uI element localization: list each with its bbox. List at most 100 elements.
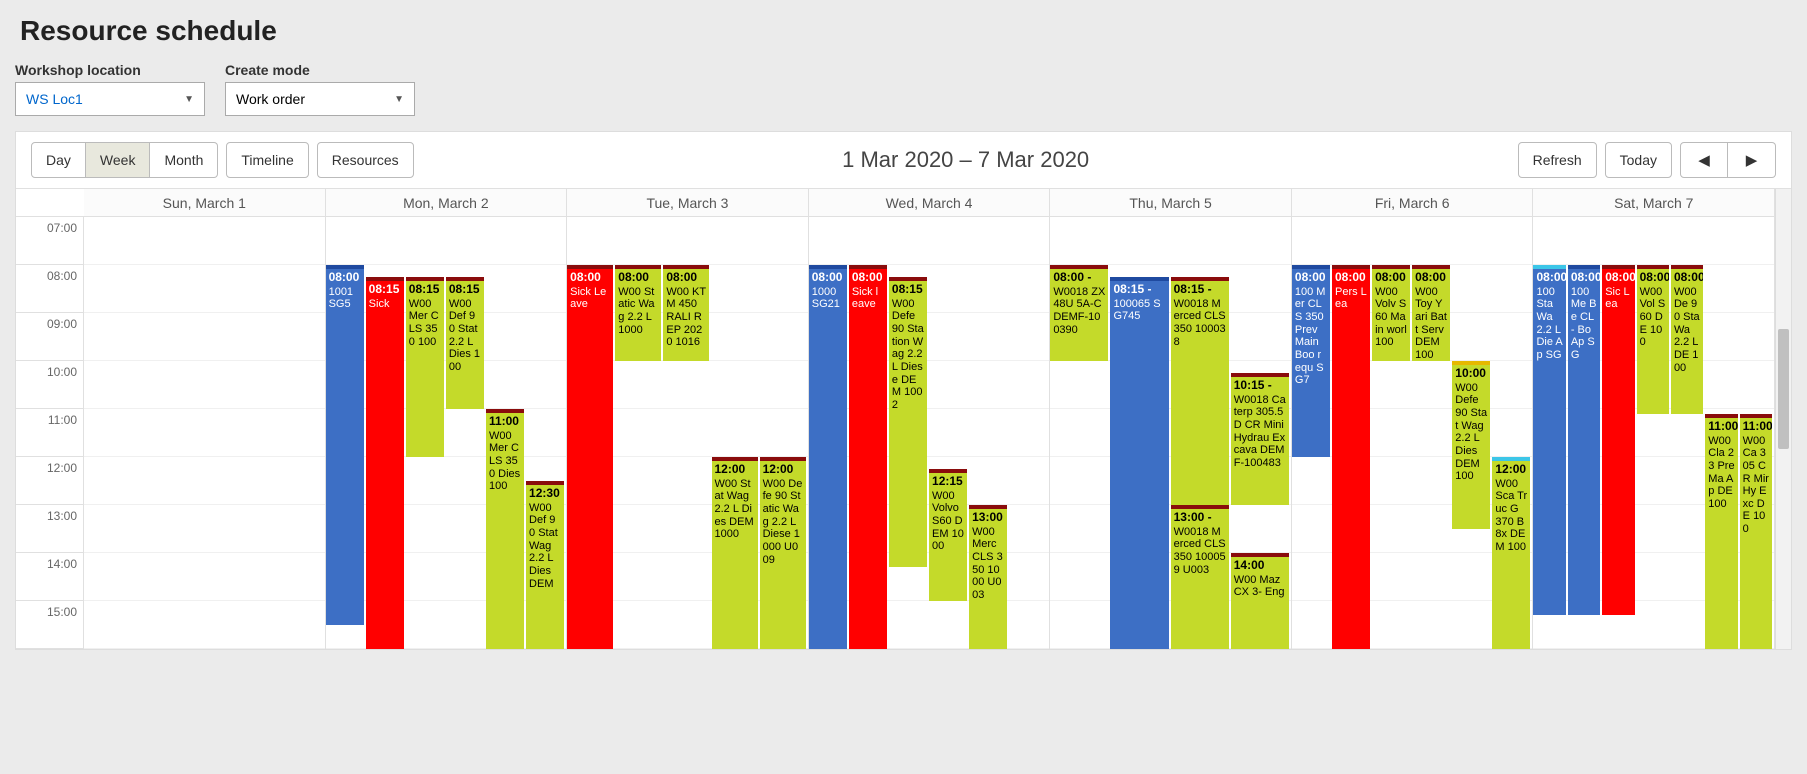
event-time: 08:00 [618,271,658,285]
schedule-event[interactable]: 12:15W00 Volvo S60 DEM 1000 [929,469,967,601]
event-time: 08:00 [1375,271,1407,285]
time-slot: 07:00 [16,217,84,265]
event-time: 08:00 - [1053,271,1105,285]
schedule-event[interactable]: 08:001000 SG21 [809,265,847,649]
schedule-event[interactable]: 08:15 -W0018 Merced CLS 350 100038 [1171,277,1229,505]
schedule-event[interactable]: 12:30W00 Def 90 Stat Wag 2.2 L Dies DEM [526,481,564,649]
event-time: 08:00 [1571,271,1597,285]
schedule-event[interactable]: 08:00100 Me Be CL - Bo Ap SG [1568,265,1600,615]
event-text: 1000 SG21 [812,286,844,311]
event-text: W00 Defe 90 Static Wag 2.2 L Diese 1000 … [763,478,803,566]
day-body[interactable]: 08:00 100 Mer CLS 350 Prev Main Boo requ … [1292,217,1533,649]
schedule-event[interactable]: 08:00W00 Vol S60 DE 100 [1637,265,1669,414]
event-time: 13:00 [972,511,1004,525]
schedule-event[interactable]: 08:15 -100065 SG745 [1110,277,1168,649]
time-slot: 09:00 [16,313,84,361]
create-mode-value: Work order [236,91,305,107]
event-text: W00 Merc CLS 350 1000 U003 [972,526,1004,602]
filter-create-mode: Create mode Work order ▼ [225,62,415,116]
refresh-button[interactable]: Refresh [1518,142,1597,178]
schedule-event[interactable]: 08:00Sic Lea [1602,265,1634,615]
day-body[interactable] [84,217,325,649]
event-time: 12:30 [529,487,561,501]
day-header: Thu, March 5 [1050,189,1291,217]
schedule-event[interactable]: 08:00100 Sta Wa 2.2 L Die Ap SG [1533,265,1565,615]
schedule-event[interactable]: 08:15W00 Def 90 Stat 2.2 L Dies 100 [446,277,484,409]
create-mode-dropdown[interactable]: Work order ▼ [225,82,415,116]
view-month-button[interactable]: Month [150,142,218,178]
resources-button[interactable]: Resources [317,142,414,178]
day-body[interactable]: 08:001000 SG2108:00Sick leave08:15W00 De… [809,217,1050,649]
event-time: 11:00 [1708,420,1734,434]
workshop-dropdown[interactable]: WS Loc1 ▼ [15,82,205,116]
day-body[interactable]: 08:00 -W0018 ZX48U 5A-C DEMF-10039008:15… [1050,217,1291,649]
schedule-event[interactable]: 08:15W00 Defe 90 Station Wag 2.2 L Diese… [889,277,927,567]
event-text: W00 Mer CLS 350 Dies 100 [489,430,521,493]
schedule-event[interactable]: 08:15W00 Mer CLS 350 100 [406,277,444,457]
event-text: W00 KTM 450 RALI REP 2020 1016 [666,286,706,349]
schedule-event[interactable]: 12:00W00 Sca Truc G 370 B8x DEM 100 [1492,457,1530,649]
schedule-event[interactable]: 14:00W00 Maz CX 3- Eng [1231,553,1289,649]
schedule-event[interactable]: 12:00W00 Defe 90 Static Wag 2.2 L Diese … [760,457,806,649]
event-text: W00 Def 90 Stat Wag 2.2 L Dies DEM [529,502,561,590]
view-day-button[interactable]: Day [31,142,86,178]
day-header: Wed, March 4 [809,189,1050,217]
next-button[interactable]: ▶ [1728,142,1776,178]
chevron-down-icon: ▼ [394,94,404,105]
schedule-event[interactable]: 08:00W00 KTM 450 RALI REP 2020 1016 [663,265,709,361]
schedule-event[interactable]: 08:00Sick Leave [567,265,613,649]
event-time: 10:00 [1455,367,1487,381]
event-time: 08:00 [1605,271,1631,285]
event-time: 08:00 [852,271,884,285]
time-slot: 08:00 [16,265,84,313]
schedule-event[interactable]: 13:00W00 Merc CLS 350 1000 U003 [969,505,1007,649]
event-time: 10:15 - [1234,379,1286,393]
time-slot: 11:00 [16,409,84,457]
scrollbar-thumb[interactable] [1778,329,1789,449]
schedule-event[interactable]: 11:00W00 Cla 23 Pre Ma Ap DE 100 [1705,414,1737,649]
event-text: W00 Toy Yari Batt Serv DEM 100 [1415,286,1447,361]
today-button[interactable]: Today [1605,142,1672,178]
schedule-event[interactable]: 08:00 -W0018 ZX48U 5A-C DEMF-100390 [1050,265,1108,361]
schedule-event[interactable]: 08:00W00 Static Wag 2.2 L 1000 [615,265,661,361]
schedule-event[interactable]: 08:00100 Mer CLS 350 Prev Main Boo requ … [1292,265,1330,457]
schedule-event[interactable]: 08:00W00 Toy Yari Batt Serv DEM 100 [1412,265,1450,361]
filter-create-mode-label: Create mode [225,62,415,78]
day-column: Sun, March 1 [84,189,326,649]
vertical-scrollbar[interactable] [1775,189,1791,649]
day-body[interactable]: 08:00Sick Leave08:00W00 Static Wag 2.2 L… [567,217,808,649]
schedule-event[interactable]: 10:15 -W0018 Caterp 305.5D CR Mini Hydra… [1231,373,1289,505]
event-time: 08:00 [1640,271,1666,285]
schedule-event[interactable]: 08:00Pers Lea [1332,265,1370,649]
schedule-event[interactable]: 08:00W00 Volv S60 Main worl 100 [1372,265,1410,361]
schedule-event[interactable]: 11:00W00 Mer CLS 350 Dies 100 [486,409,524,649]
event-time: 08:00 [1536,271,1562,285]
schedule-event[interactable]: 08:001001 SG5 [326,265,364,625]
event-time: 11:00 [1743,420,1769,434]
event-text: Sick leave [852,286,884,311]
workshop-value: WS Loc1 [26,91,83,107]
event-text: 100 Mer CLS 350 Prev Main Boo requ SG7 [1295,286,1327,387]
event-text: 100 Sta Wa 2.2 L Die Ap SG [1536,286,1562,362]
filters-bar: Workshop location WS Loc1 ▼ Create mode … [15,62,1792,116]
view-week-button[interactable]: Week [86,142,151,178]
schedule-event[interactable]: 08:00W00 De 90 Sta Wa 2.2 L DE 100 [1671,265,1703,414]
day-body[interactable]: 08:00100 Sta Wa 2.2 L Die Ap SG08:00100 … [1533,217,1774,649]
day-body[interactable]: 08:001001 SG508:15Sick08:15W00 Mer CLS 3… [326,217,567,649]
day-column: Wed, March 408:001000 SG2108:00Sick leav… [809,189,1051,649]
view-switch: DayWeekMonth [31,142,218,178]
schedule-event[interactable]: 10:00W00 Defe 90 Stat Wag 2.2 L Dies DEM… [1452,361,1490,529]
event-time: 14:00 [1234,559,1286,573]
schedule-event[interactable]: 08:00Sick leave [849,265,887,649]
schedule-event[interactable]: 13:00 -W0018 Merced CLS 350 100059 U003 [1171,505,1229,649]
event-time: 08:15 [409,283,441,297]
day-header: Sun, March 1 [84,189,325,217]
schedule-event[interactable]: 11:00W00 Ca 305 CR Mir Hy Exc DE 100 [1740,414,1772,649]
schedule-event[interactable]: 12:00W00 Stat Wag 2.2 L Dies DEM 1000 [712,457,758,649]
timeline-button[interactable]: Timeline [226,142,308,178]
schedule-event[interactable]: 08:15Sick [366,277,404,649]
event-text: Pers Lea [1335,286,1367,311]
prev-button[interactable]: ◀ [1680,142,1728,178]
date-range-title: 1 Mar 2020 – 7 Mar 2020 [414,147,1518,173]
day-column: Tue, March 308:00Sick Leave08:00W00 Stat… [567,189,809,649]
